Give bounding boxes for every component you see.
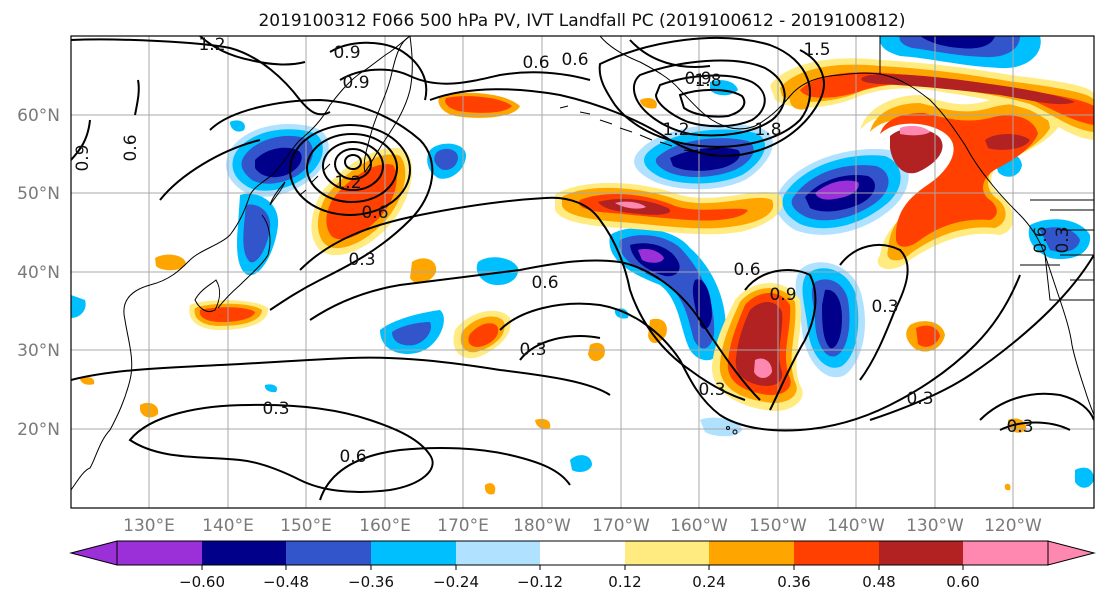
colorbar-label: 0.60 (946, 573, 979, 591)
colorbar-label: 0.24 (692, 573, 725, 591)
contour-label: 0.3 (348, 250, 375, 270)
lon-label: 140°W (827, 516, 885, 536)
colorbar-label: 0.36 (777, 573, 810, 591)
contour-label: 0.6 (522, 53, 549, 73)
neg-anomaly-eastpacific (795, 262, 865, 378)
colorbar-segments (71, 541, 1094, 565)
lon-label: 150°W (749, 516, 807, 536)
lon-label: 160°W (670, 516, 728, 536)
colorbar-segment (709, 541, 795, 565)
contour-label: 1.2 (662, 120, 689, 140)
pos-anomaly-misc (80, 92, 1027, 495)
colorbar-labels: −0.60 −0.48 −0.36 −0.24 −0.12 0.12 0.24 … (179, 573, 980, 591)
colorbar-segment (286, 541, 372, 565)
colorbar-label: −0.12 (517, 573, 563, 591)
lon-label: 130°E (123, 516, 175, 536)
contour-label: 0.9 (73, 144, 93, 171)
contour-label: 1.8 (694, 71, 721, 91)
lon-label: 140°E (202, 516, 254, 536)
lon-label: 130°W (906, 516, 964, 536)
neg-anomaly-north (879, 36, 1041, 69)
neg-anomaly-small-west (427, 143, 466, 179)
colorbar-segment (540, 541, 626, 565)
lat-label: 60°N (17, 106, 60, 126)
contour-label: 0.3 (519, 340, 546, 360)
lon-label: 170°W (592, 516, 650, 536)
contour-label: 1.2 (198, 35, 225, 55)
colorbar-segment (794, 541, 880, 565)
colorbar-label: −0.36 (348, 573, 394, 591)
contour-label: 0.6 (1031, 226, 1051, 253)
contour-label: 0.3 (262, 399, 289, 419)
colorbar-segment (879, 541, 964, 565)
contour-label: 0.9 (342, 73, 369, 93)
colorbar-segment (202, 541, 287, 565)
lon-label: 160°E (359, 516, 411, 536)
neg-anomaly-midpacific (609, 228, 726, 361)
contour-label: 0.3 (1053, 226, 1073, 253)
colorbar-segment (963, 541, 1049, 565)
colorbar-ticks (201, 565, 964, 570)
colorbar-extend-high (1048, 541, 1094, 565)
coastlines (71, 36, 1094, 491)
lon-label: 150°E (280, 516, 332, 536)
contour-label: 0.9 (769, 285, 796, 305)
colorbar-label: −0.24 (433, 573, 479, 591)
map-frame (70, 35, 1095, 509)
pv-contours (71, 36, 1094, 501)
contour-label: 0.3 (1006, 417, 1033, 437)
colorbar-extend-low (71, 541, 117, 565)
contour-label: 0.6 (361, 203, 388, 223)
contour-label: 0.3 (906, 389, 933, 409)
contour-label: 0.9 (333, 43, 360, 63)
colorbar-label: 0.12 (608, 573, 641, 591)
colorbar-outline (116, 540, 1049, 566)
contour-label: 0.6 (561, 50, 588, 70)
lat-label: 20°N (17, 420, 60, 440)
lon-label: 170°E (437, 516, 489, 536)
contour-label: 0.6 (733, 260, 760, 280)
contour-label: 0.3 (698, 380, 725, 400)
gridlines (71, 36, 1094, 508)
colorbar: −0.60 −0.48 −0.36 −0.24 −0.12 0.12 0.24 … (69, 540, 1096, 591)
contour-label: 0.9 (684, 69, 711, 89)
colorbar-segment (456, 541, 541, 565)
lat-label: 50°N (17, 184, 60, 204)
lon-labels: 130°E 140°E 150°E 160°E 170°E 180°W 170°… (123, 516, 1042, 536)
lat-labels: 60°N 50°N 40°N 30°N 20°N (17, 106, 60, 440)
neg-anomaly-misc (71, 80, 1094, 488)
contour-label: 0.6 (531, 273, 558, 293)
contour-label: 0.6 (121, 134, 141, 161)
neg-anomaly-aleutian (634, 124, 773, 190)
lon-label: 180°W (513, 516, 571, 536)
lon-label: 120°W (984, 516, 1042, 536)
contour-label: 0.6 (339, 447, 366, 467)
contour-label: 1.8 (754, 120, 781, 140)
colorbar-segment (371, 541, 457, 565)
map-panel: 1.2 0.9 0.6 0.9 0.6 1.5 0.9 1.8 1.2 1.8 … (70, 35, 1095, 509)
map-title: 2019100312 F066 500 hPa PV, IVT Landfall… (258, 11, 905, 31)
pos-anomaly-gulf (860, 95, 1060, 270)
colorbar-label: −0.48 (263, 573, 309, 591)
lat-label: 30°N (17, 341, 60, 361)
contour-label: 1.5 (803, 40, 830, 60)
contour-labels: 1.2 0.9 0.6 0.9 0.6 1.5 0.9 1.8 1.2 1.8 … (73, 35, 1073, 467)
colorbar-segment (625, 541, 710, 565)
colorbar-label: −0.60 (179, 573, 225, 591)
contour-label: 1.2 (334, 173, 361, 193)
colorbar-segment (117, 541, 203, 565)
lat-label: 40°N (17, 263, 60, 283)
colorbar-label: 0.48 (862, 573, 895, 591)
contour-label: 0.3 (871, 297, 898, 317)
